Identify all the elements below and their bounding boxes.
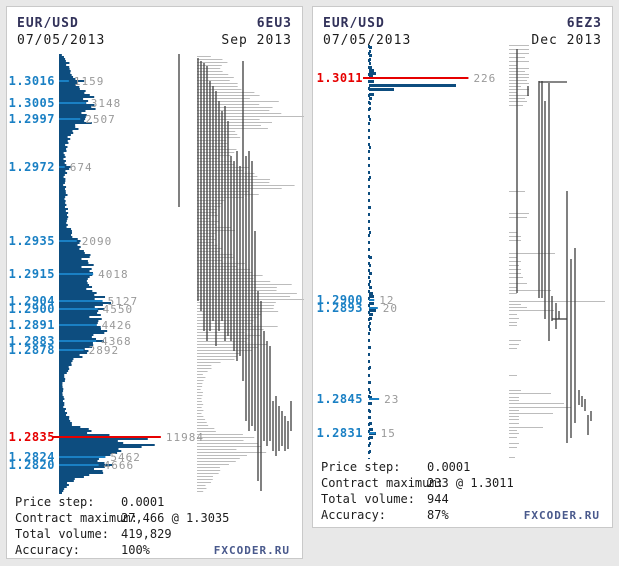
svg-text:1.2900: 1.2900 (317, 293, 363, 307)
panel-header: EUR/USD 6EU3 07/05/2013 Sep 2013 (7, 15, 302, 49)
svg-text:1.2831: 1.2831 (317, 426, 363, 440)
stat-row: Total volume: 419,829 (7, 526, 302, 542)
stat-row: Accuracy: 100% (7, 542, 302, 558)
price-step-value: 0.0001 (121, 495, 165, 509)
svg-text:4666: 4666 (104, 459, 135, 472)
fxcoder-watermark: FXCODER.RU (523, 509, 600, 522)
svg-text:4550: 4550 (103, 303, 134, 316)
expiry-label: Sep 2013 (221, 33, 292, 48)
svg-text:12: 12 (379, 294, 394, 307)
svg-text:4368: 4368 (101, 335, 131, 348)
svg-text:23: 23 (384, 393, 399, 406)
stats-footer: Price step: 0.0001 Contract maximum: 233… (313, 459, 612, 523)
contract-max-label: Contract maximum: (15, 511, 138, 525)
symbol-label: EUR/USD (323, 16, 385, 31)
stat-row: Accuracy: 87% (313, 507, 612, 523)
total-volume-value: 944 (427, 492, 449, 506)
svg-text:3148: 3148 (91, 97, 122, 110)
market-profile-chart-6eu3: 1.3016 1159 1.3005 3148 1.2997 2507 1.2972 674 1… (9, 54, 304, 494)
svg-text:4426: 4426 (102, 319, 133, 332)
svg-text:5127: 5127 (108, 295, 139, 308)
total-volume-value: 419,829 (121, 527, 172, 541)
svg-text:2507: 2507 (85, 113, 116, 126)
svg-text:15: 15 (381, 427, 396, 440)
contract-code: 6EZ3 (566, 16, 602, 31)
accuracy-label: Accuracy: (321, 508, 387, 522)
svg-text:1.2824: 1.2824 (9, 450, 55, 464)
svg-text:2090: 2090 (82, 235, 113, 248)
svg-text:1.2935: 1.2935 (9, 234, 55, 248)
svg-text:11984: 11984 (166, 431, 204, 444)
market-profile-chart-6ez3: 1.3011 226 1.2900 12 1.2893 20 1.2845 23 1.2831 1… (317, 45, 605, 459)
svg-text:1159: 1159 (74, 75, 105, 88)
panel-6eu3: 1.3016 1159 1.3005 3148 1.2997 2507 1.2972 674 1… (6, 6, 304, 559)
stat-row: Contract maximum: 27,466 @ 1.3035 (7, 510, 302, 526)
svg-text:1.2900: 1.2900 (9, 302, 55, 316)
accuracy-label: Accuracy: (15, 543, 81, 557)
fxcoder-watermark: FXCODER.RU (213, 544, 290, 557)
contract-max-label: Contract maximum: (321, 476, 444, 490)
stat-row: Price step: 0.0001 (313, 459, 612, 475)
accuracy-value: 100% (121, 543, 150, 557)
date-label: 07/05/2013 (323, 33, 412, 48)
svg-text:1.2845: 1.2845 (317, 392, 363, 406)
stat-row: Total volume: 944 (313, 491, 612, 507)
svg-text:20: 20 (383, 302, 398, 315)
svg-text:1.2878: 1.2878 (9, 343, 55, 357)
expiry-label: Dec 2013 (531, 33, 602, 48)
panel-header: EUR/USD 6EZ3 07/05/2013 Dec 2013 (313, 15, 612, 49)
stats-footer: Price step: 0.0001 Contract maximum: 27,… (7, 494, 302, 558)
panel-6ez3: 1.3011 226 1.2900 12 1.2893 20 1.2845 23 1.2831 1… (312, 6, 613, 528)
symbol-label: EUR/USD (17, 16, 79, 31)
price-step-value: 0.0001 (427, 460, 471, 474)
svg-text:4018: 4018 (98, 268, 129, 281)
svg-text:1.2997: 1.2997 (9, 112, 55, 126)
svg-text:1.2915: 1.2915 (9, 267, 55, 281)
accuracy-value: 87% (427, 508, 449, 522)
date-label: 07/05/2013 (17, 33, 106, 48)
svg-text:5462: 5462 (110, 451, 141, 464)
svg-text:1.3005: 1.3005 (9, 96, 55, 110)
svg-text:226: 226 (473, 72, 496, 85)
svg-text:1.3016: 1.3016 (9, 74, 55, 88)
svg-text:2892: 2892 (89, 344, 120, 357)
contract-max-value: 27,466 @ 1.3035 (121, 511, 230, 525)
stat-row: Price step: 0.0001 (7, 494, 302, 510)
contract-code: 6EU3 (256, 16, 292, 31)
svg-text:1.2883: 1.2883 (9, 334, 55, 348)
svg-text:1.2835: 1.2835 (9, 430, 55, 444)
svg-text:1.2893: 1.2893 (317, 301, 363, 315)
total-volume-label: Total volume: (15, 527, 109, 541)
contract-max-value: 233 @ 1.3011 (427, 476, 514, 490)
svg-text:1.2904: 1.2904 (9, 294, 55, 308)
svg-text:1.3011: 1.3011 (317, 71, 363, 85)
price-step-label: Price step: (15, 495, 95, 509)
svg-text:1.2820: 1.2820 (9, 458, 55, 472)
svg-text:674: 674 (70, 161, 93, 174)
svg-text:1.2891: 1.2891 (9, 318, 55, 332)
price-step-label: Price step: (321, 460, 401, 474)
svg-text:1.2972: 1.2972 (9, 160, 55, 174)
total-volume-label: Total volume: (321, 492, 415, 506)
stat-row: Contract maximum: 233 @ 1.3011 (313, 475, 612, 491)
